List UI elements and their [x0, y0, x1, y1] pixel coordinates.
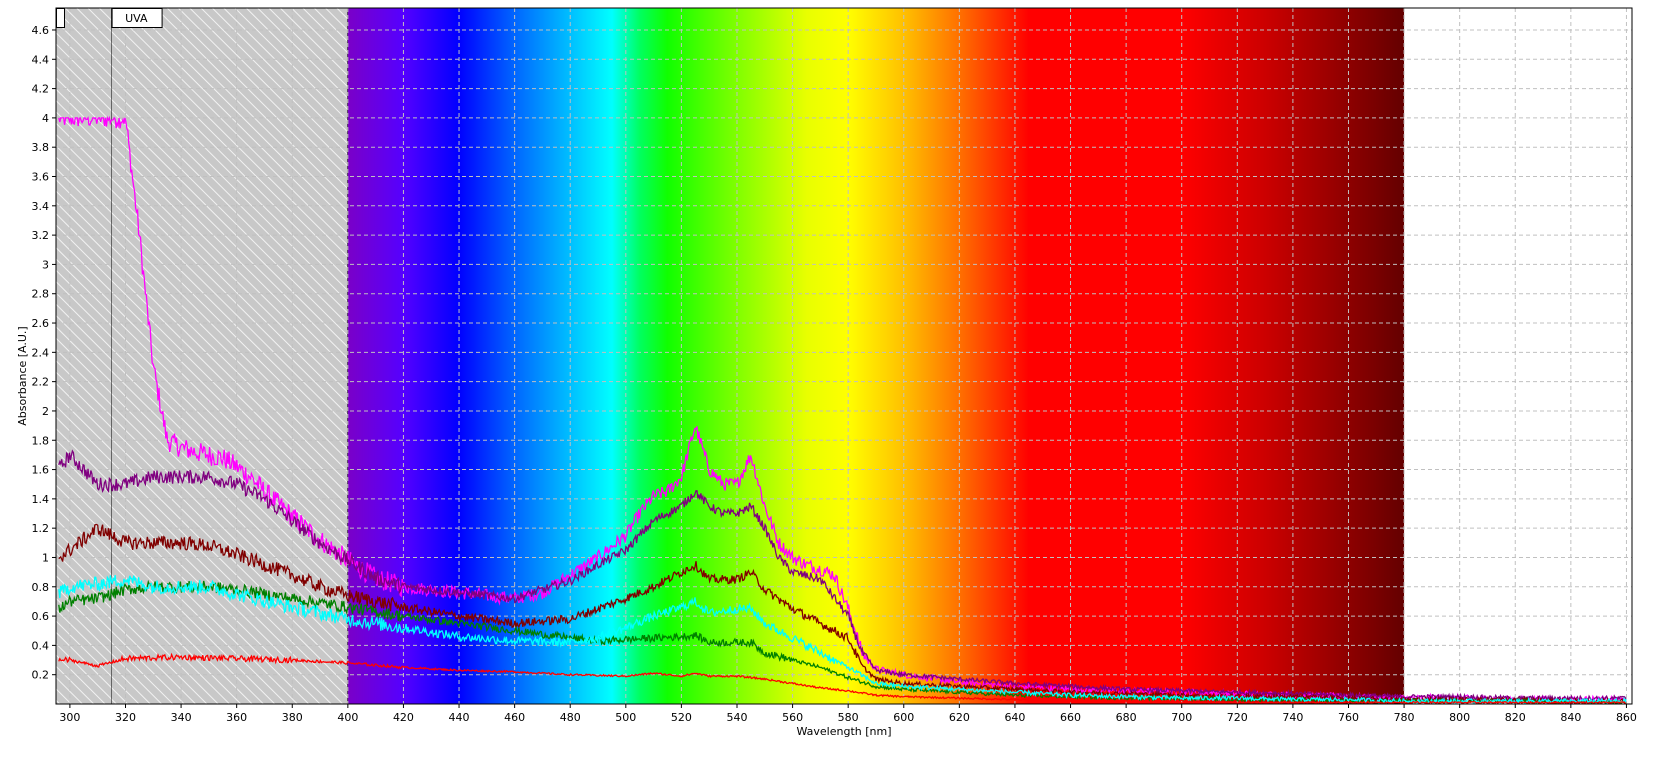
x-tick-label: 420 — [393, 711, 414, 724]
y-tick-label: 3.2 — [32, 229, 50, 242]
data-series — [58, 115, 1627, 704]
x-tick-label: 860 — [1616, 711, 1637, 724]
y-tick-label: 1.6 — [32, 464, 50, 477]
y-tick-label: 0.8 — [32, 581, 50, 594]
y-tick-label: 4.4 — [32, 53, 50, 66]
y-tick-label: 2.2 — [32, 376, 50, 389]
y-tick-label: 1.8 — [32, 434, 50, 447]
x-axis-ticks: 300 320 340 360 380 400 420 440 460 480 500 520 540 5… — [59, 704, 1637, 724]
series-line-2 — [58, 449, 1627, 702]
spectral-regions — [56, 8, 1405, 704]
x-tick-label: 640 — [1004, 711, 1025, 724]
x-tick-label: 780 — [1394, 711, 1415, 724]
y-tick-label: 1.2 — [32, 522, 50, 535]
x-tick-label: 680 — [1116, 711, 1137, 724]
y-tick-label: 1.4 — [32, 493, 50, 506]
region-label: UVA — [125, 12, 148, 25]
region-labels: UVA — [56, 8, 163, 28]
x-tick-label: 660 — [1060, 711, 1081, 724]
y-tick-label: 3.6 — [32, 171, 50, 184]
region-label-box — [56, 8, 65, 28]
region-band-2 — [347, 8, 1405, 704]
y-tick-label: 0.2 — [32, 669, 50, 682]
x-tick-label: 560 — [782, 711, 803, 724]
x-tick-label: 580 — [838, 711, 859, 724]
x-tick-label: 320 — [115, 711, 136, 724]
y-tick-label: 2.6 — [32, 317, 50, 330]
x-tick-label: 380 — [282, 711, 303, 724]
y-tick-label: 4.6 — [32, 24, 50, 37]
x-tick-label: 360 — [226, 711, 247, 724]
series-line-5 — [58, 575, 1627, 704]
x-tick-label: 740 — [1282, 711, 1303, 724]
y-tick-label: 4.2 — [32, 83, 50, 96]
y-tick-label: 2 — [42, 405, 49, 418]
y-axis-ticks: 0.2 0.4 0.6 0.8 1 1.2 1.4 1.6 1.8 2 2.2 2.4 2.6 2.8 3 3… — [32, 24, 56, 682]
x-tick-label: 400 — [337, 711, 358, 724]
x-tick-label: 820 — [1505, 711, 1526, 724]
y-tick-label: 0.4 — [32, 639, 50, 652]
y-axis-title: Absorbance [A.U.] — [16, 326, 29, 425]
x-tick-label: 620 — [949, 711, 970, 724]
x-tick-label: 460 — [504, 711, 525, 724]
y-tick-label: 1 — [42, 551, 49, 564]
y-tick-label: 2.8 — [32, 288, 50, 301]
x-tick-label: 520 — [671, 711, 692, 724]
x-axis-title: Wavelength [nm] — [796, 725, 891, 738]
plot-frame — [55, 7, 1633, 705]
y-tick-label: 3.8 — [32, 141, 50, 154]
y-tick-label: 4 — [42, 112, 49, 125]
y-tick-label: 0.6 — [32, 610, 50, 623]
x-tick-label: 800 — [1449, 711, 1470, 724]
x-tick-label: 720 — [1227, 711, 1248, 724]
y-tick-label: 3.4 — [32, 200, 50, 213]
x-tick-label: 700 — [1171, 711, 1192, 724]
y-tick-label: 3 — [42, 258, 49, 271]
x-tick-label: 600 — [893, 711, 914, 724]
x-tick-label: 300 — [59, 711, 80, 724]
x-tick-label: 840 — [1560, 711, 1581, 724]
x-tick-label: 440 — [449, 711, 470, 724]
x-tick-label: 540 — [726, 711, 747, 724]
x-tick-label: 760 — [1338, 711, 1359, 724]
region-uva — [111, 8, 348, 704]
y-tick-label: 2.4 — [32, 346, 50, 359]
x-tick-label: 340 — [171, 711, 192, 724]
x-tick-label: 500 — [615, 711, 636, 724]
x-tick-label: 480 — [560, 711, 581, 724]
series-line-6 — [58, 652, 1627, 704]
